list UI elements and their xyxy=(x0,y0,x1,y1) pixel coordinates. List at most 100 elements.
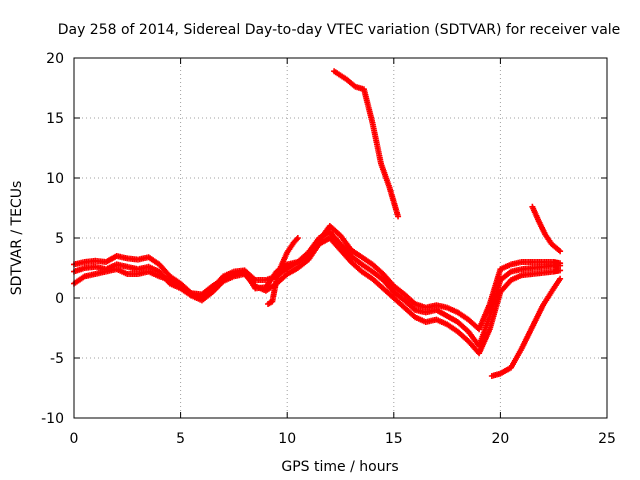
series-sat-b xyxy=(71,235,564,357)
data-point-track xyxy=(476,314,493,348)
data-point-track xyxy=(83,258,97,265)
series-sat-d xyxy=(331,68,402,220)
data-point-track xyxy=(509,266,523,275)
data-point-track xyxy=(530,205,541,223)
data-point-track xyxy=(222,271,236,281)
data-point-track xyxy=(549,242,562,253)
y-tick-labels: -10 -5 0 5 10 15 20 xyxy=(41,51,64,427)
data-point-track xyxy=(232,269,246,277)
data-point-track xyxy=(328,224,343,238)
series-sat-c xyxy=(71,223,564,333)
data-point-track xyxy=(381,278,396,294)
data-point-track xyxy=(147,269,161,279)
data-point-track xyxy=(392,296,407,310)
data-point-track xyxy=(94,269,108,277)
data-point-track xyxy=(552,259,562,266)
data-point-track xyxy=(487,268,503,306)
data-point-track xyxy=(413,315,428,325)
x-tick-label: 15 xyxy=(385,431,403,447)
data-point-track xyxy=(360,255,374,267)
data-point-track xyxy=(392,290,406,303)
data-point-track xyxy=(424,307,438,315)
x-tick-label: 25 xyxy=(598,431,616,447)
data-point-track xyxy=(328,230,343,246)
data-point-track xyxy=(72,259,86,267)
data-point-track xyxy=(541,287,556,307)
data-point-track xyxy=(83,264,97,271)
x-tick-label: 0 xyxy=(70,431,79,447)
data-point-track xyxy=(263,270,279,289)
data-point-track xyxy=(435,302,449,311)
y-tick-label: 0 xyxy=(55,291,64,307)
data-point-track xyxy=(211,276,225,288)
data-point-track xyxy=(168,277,183,289)
data-point-track xyxy=(338,248,353,264)
y-tick-label: 15 xyxy=(46,111,64,127)
data-point-track xyxy=(253,284,268,292)
data-point-track xyxy=(445,305,459,315)
data-point-track xyxy=(179,284,193,296)
data-point-track xyxy=(147,264,161,274)
data-point-track xyxy=(291,236,300,245)
data-point-track xyxy=(338,242,353,258)
data-point-track xyxy=(349,248,364,260)
data-point-track xyxy=(435,317,449,327)
data-point-track xyxy=(541,262,555,270)
data-point-track xyxy=(387,186,401,218)
data-point-track xyxy=(158,274,172,283)
data-point-track xyxy=(72,274,87,286)
data-point-track xyxy=(378,162,392,189)
data-point-track xyxy=(285,241,296,254)
data-point-track xyxy=(338,234,353,252)
data-point-track xyxy=(424,317,438,325)
data-point-track xyxy=(413,301,428,310)
data-point-track xyxy=(136,269,150,277)
data-point-track xyxy=(392,284,406,297)
data-point-track xyxy=(509,347,524,369)
data-point-track xyxy=(487,290,503,331)
data-point-track xyxy=(126,264,140,272)
data-point-track xyxy=(115,253,129,261)
data-point-track xyxy=(126,255,140,263)
data-point-track xyxy=(445,313,460,325)
data-point-track xyxy=(487,278,503,318)
data-point-track xyxy=(94,264,108,272)
data-point-track xyxy=(434,307,449,319)
data-point-track xyxy=(94,258,108,265)
data-point-track xyxy=(126,271,140,277)
tick-marks xyxy=(73,57,608,419)
data-point-track xyxy=(456,310,470,322)
data-point-track xyxy=(370,277,385,291)
data-point-track xyxy=(498,365,513,376)
series-sat-g xyxy=(265,235,301,307)
data-point-track xyxy=(424,302,438,311)
data-point-track xyxy=(200,290,215,303)
y-tick-label: 10 xyxy=(46,171,64,187)
data-point-track xyxy=(285,259,300,267)
data-point-track xyxy=(136,264,150,272)
data-point-track xyxy=(349,254,364,267)
x-tick-label: 20 xyxy=(491,431,509,447)
data-point-track xyxy=(104,253,119,265)
data-point-track xyxy=(381,286,396,300)
data-point-track xyxy=(370,262,385,276)
data-point-track xyxy=(536,219,548,236)
data-point-track xyxy=(456,329,471,343)
data-point-track xyxy=(476,327,492,355)
data-point-track xyxy=(498,269,513,282)
data-point-track xyxy=(360,269,374,281)
data-point-track xyxy=(520,271,534,278)
data-point-track xyxy=(136,254,150,263)
x-axis-title: GPS time / hours xyxy=(281,459,398,475)
data-point-track xyxy=(278,251,290,268)
data-point-track xyxy=(551,277,563,290)
data-point-track xyxy=(296,257,310,270)
data-point-track xyxy=(490,371,502,379)
y-tick-label: -10 xyxy=(41,411,64,427)
data-point-track xyxy=(445,322,460,334)
x-tick-label: 10 xyxy=(278,431,296,447)
x-tick-labels: 0 5 10 15 20 25 xyxy=(70,431,616,447)
data-point-track xyxy=(269,278,280,303)
data-point-track xyxy=(476,302,492,331)
data-point-track xyxy=(552,267,562,275)
